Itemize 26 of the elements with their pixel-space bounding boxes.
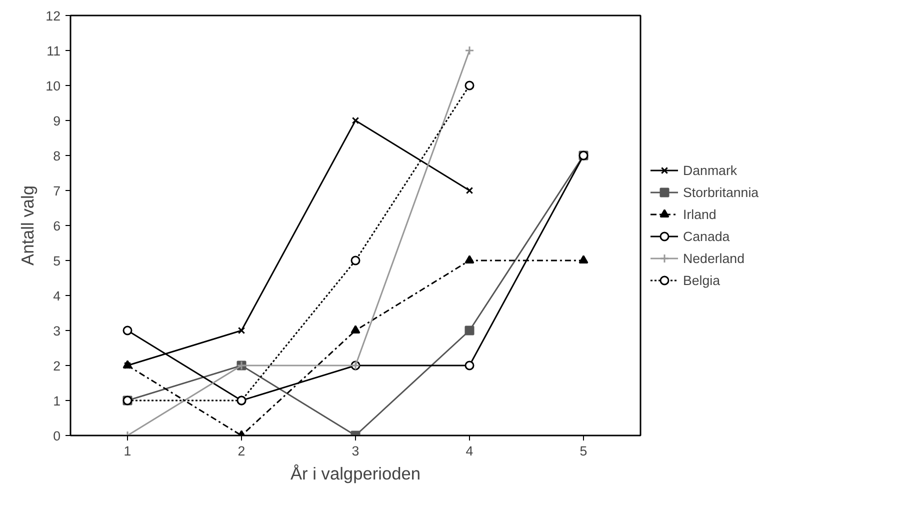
x-tick-label: 5 [580, 444, 588, 458]
y-tick-label: 12 [46, 8, 61, 24]
y-tick-label: 6 [53, 218, 61, 234]
x-tick-label: 1 [124, 444, 132, 458]
y-tick-label: 3 [53, 324, 61, 338]
x-axis-title: År i valgperioden [290, 464, 421, 484]
legend-label: Nederland [683, 250, 744, 266]
y-tick-label: 2 [53, 358, 61, 374]
y-tick-label: 4 [53, 288, 62, 304]
legend-label: Irland [683, 206, 716, 222]
y-tick-label: 0 [53, 428, 61, 444]
y-tick-label: 1 [53, 394, 61, 408]
legend-label: Storbritannia [683, 184, 759, 200]
y-tick-label: 10 [46, 78, 61, 94]
y-tick-label: 5 [53, 254, 61, 268]
y-tick-label: 9 [53, 114, 61, 128]
legend-label: Belgia [683, 272, 720, 288]
y-axis-title: Antall valg [18, 186, 38, 266]
x-tick-label: 4 [466, 444, 474, 458]
y-tick-label: 11 [46, 44, 61, 58]
y-tick-label: 8 [53, 148, 61, 164]
x-tick-label: 2 [238, 444, 246, 458]
x-tick-label: 3 [352, 444, 360, 458]
y-tick-label: 7 [53, 184, 61, 198]
legend-label: Canada [683, 228, 730, 244]
legend-label: Danmark [683, 162, 738, 178]
